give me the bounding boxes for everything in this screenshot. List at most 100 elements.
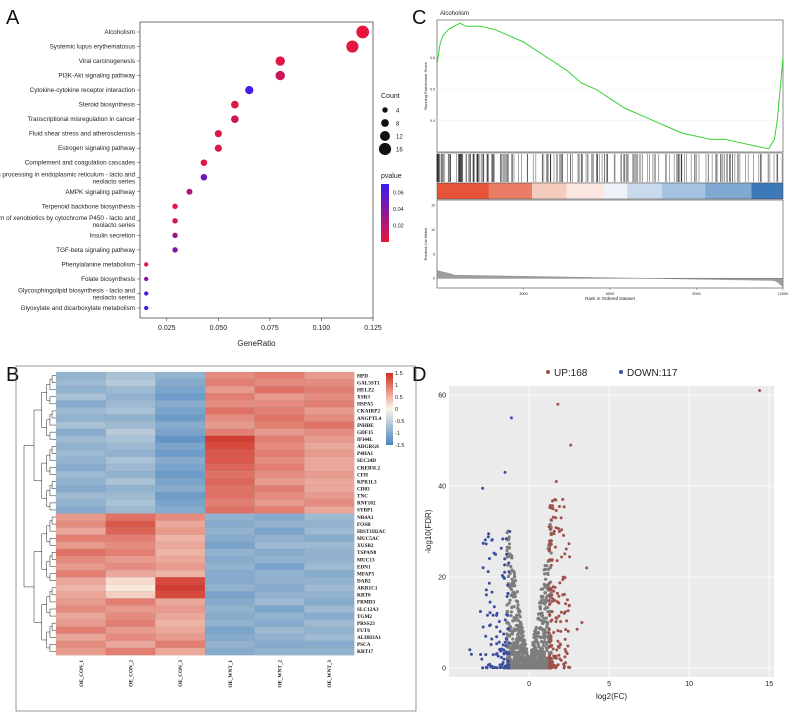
panel-b-heat-cell — [254, 449, 305, 458]
panel-d-ns-point — [521, 657, 525, 661]
panel-d-ns-point — [509, 564, 513, 569]
panel-label-c: C — [412, 7, 426, 29]
panel-d-ns-point — [549, 650, 553, 654]
panel-d-ns-point — [544, 616, 548, 620]
panel-d-ns-point — [546, 605, 550, 610]
panel-b-heat-cell — [204, 541, 256, 550]
panel-b-heat-cell — [155, 400, 206, 408]
panel-a-category-label: AMPK signaling pathway — [65, 189, 136, 196]
panel-b-heat-cell — [155, 584, 206, 592]
panel-d-up-point — [551, 597, 555, 601]
panel-d-ns-point — [515, 616, 519, 620]
panel-d-down-point — [484, 588, 488, 592]
panel-d-ns-point — [536, 612, 541, 616]
panel-b-heat-cell — [254, 485, 305, 493]
panel-d-down-point — [502, 651, 506, 655]
panel-d-ns-point — [538, 650, 543, 654]
panel-d-down-point — [503, 618, 507, 622]
panel-a-dot — [245, 85, 254, 95]
panel-b-heat-cell — [254, 463, 305, 472]
panel-b-row-label: KRT8 — [357, 593, 371, 599]
panel-b-heat-cell — [55, 591, 107, 599]
panel-d-down-point — [495, 642, 499, 646]
panel-d-down-point — [506, 651, 510, 655]
panel-b-heat-cell — [155, 456, 206, 465]
panel-d-down-point — [503, 557, 507, 561]
panel-d-up-point — [566, 665, 570, 669]
panel-d-ns-point — [516, 603, 520, 607]
panel-d-ns-point — [505, 632, 509, 636]
panel-d-down-point — [507, 641, 511, 645]
panel-d-ns-point — [522, 639, 527, 643]
panel-c-rank-band — [604, 183, 628, 199]
panel-d-down-point — [500, 663, 504, 667]
panel-b-column-label: OE_CON_2 — [129, 660, 135, 687]
panel-d-up-point — [548, 558, 552, 562]
panel-b-heat-cell — [204, 400, 256, 408]
panel-d-up-point — [585, 566, 589, 570]
panel-d-up-point — [554, 526, 558, 530]
panel-d-up-point — [552, 630, 556, 634]
panel-d-up-point — [563, 552, 567, 556]
panel-a-xaxis-label: GeneRatio — [237, 339, 276, 348]
panel-d-ns-point — [531, 657, 535, 661]
panel-c-metric-tick-label: 5 — [433, 252, 435, 256]
panel-b-heat-cell — [254, 456, 305, 465]
panel-c-metric-ylabel: Ranked List Metric — [423, 227, 428, 260]
panel-d-ns-point — [543, 590, 547, 595]
panel-b-heat-cell — [204, 506, 256, 514]
panel-b-row-label: MFAP5 — [357, 571, 375, 577]
panel-b-heat-cell — [105, 640, 156, 649]
panel-b-heat-cell — [254, 442, 305, 451]
panel-d-up-point — [566, 609, 570, 613]
panel-d-up-point — [559, 516, 563, 520]
panel-b-row-label: HSPA5 — [357, 402, 373, 408]
panel-d-down-point — [469, 652, 473, 656]
panel-c-metric-area-fill — [436, 270, 784, 288]
panel-b-heat-cell — [204, 393, 256, 401]
panel-d-ns-point — [511, 584, 515, 588]
panel-d-up-point — [553, 599, 557, 603]
panel-b-heat-cell — [204, 421, 256, 429]
panel-d-up-point — [564, 602, 568, 606]
panel-b-row-label: FUT6 — [357, 628, 370, 634]
panel-d-up-point — [552, 532, 556, 536]
panel-b-heat-cell — [204, 463, 256, 472]
panel-b-heat-cell — [204, 371, 256, 380]
panel-b-heat-cell — [155, 506, 206, 514]
panel-b-heat-cell — [254, 421, 305, 429]
panel-d-up-point — [580, 620, 584, 624]
panel-d-down-point — [486, 663, 490, 667]
panel-c-rank-band — [627, 183, 662, 199]
panel-d-ns-point — [538, 661, 542, 665]
panel-d-down-point — [506, 591, 510, 595]
panel-a-count-legend-label: 8 — [396, 122, 400, 128]
panel-d-ns-point — [510, 605, 514, 610]
panel-b-heat-cell — [155, 605, 206, 613]
panel-d-ns-point — [506, 574, 510, 579]
panel-b-heat-cell — [304, 456, 355, 465]
panel-a-category-label: Cytokine-cytokine receptor interaction — [30, 87, 136, 94]
panel-c-enrichment-line — [436, 22, 784, 150]
panel-b-heat-cell — [304, 584, 355, 592]
panel-b-row-label: GDF15 — [357, 430, 374, 436]
panel-a-category-label: Protein processing in endoplasmic reticu… — [0, 171, 135, 185]
panel-d-ns-point — [508, 598, 512, 602]
panel-b-row-label: SYBP1 — [357, 508, 373, 514]
panel-d-ns-point — [541, 643, 546, 648]
panel-b-heat-cell — [254, 548, 305, 557]
panel-a-category-label: Metabolism of xenobiotics by cytochrome … — [0, 215, 135, 229]
panel-d-ns-point — [538, 607, 542, 611]
panel-d-ns-point — [521, 642, 525, 646]
panel-b-heat-cell — [155, 598, 206, 606]
panel-b-heat-cell — [304, 492, 355, 500]
panel-d-ns-point — [521, 661, 525, 665]
panel-d-ns-point — [536, 617, 540, 621]
panel-d-up-point — [552, 654, 556, 658]
panel-b-heat-cell — [155, 386, 206, 394]
panel-d-up-point — [552, 663, 556, 667]
panel-b-heat-cell — [304, 633, 355, 642]
panel-d-down-point — [487, 581, 491, 585]
panel-a-category-line: Metabolism of xenobiotics by cytochrome … — [0, 215, 135, 222]
